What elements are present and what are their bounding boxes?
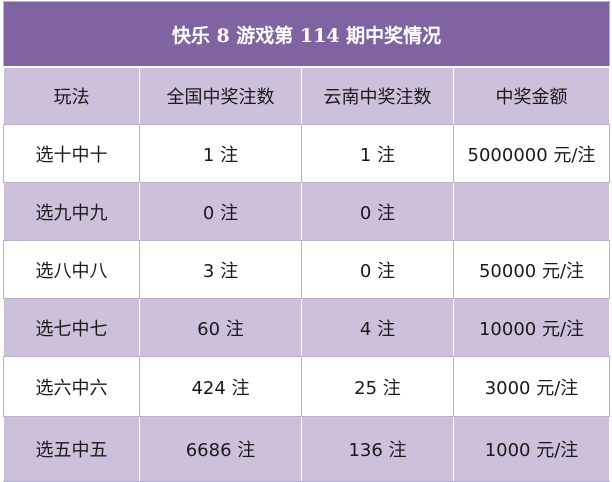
cell-play-type: 选五中五 (3, 416, 140, 482)
table-title-row: 快乐 8 游戏第 114 期中奖情况 (3, 1, 610, 68)
table-row: 选六中六 424 注 25 注 3000 元/注 (3, 356, 611, 417)
cell-play-type: 选八中八 (3, 240, 140, 299)
cell-play-type: 选七中七 (3, 298, 140, 357)
cell-prize-amount: 5000000 元/注 (452, 124, 611, 183)
table-header-row: 玩法 全国中奖注数 云南中奖注数 中奖金额 (3, 67, 611, 125)
header-prize-amount: 中奖金额 (452, 67, 611, 125)
cell-national-winners: 3 注 (139, 240, 302, 299)
header-yunnan-winners: 云南中奖注数 (301, 67, 454, 125)
cell-prize-amount: 10000 元/注 (452, 298, 611, 357)
cell-play-type: 选九中九 (3, 182, 140, 241)
header-play-type: 玩法 (3, 67, 140, 125)
cell-national-winners: 60 注 (139, 298, 302, 357)
cell-yunnan-winners: 0 注 (301, 182, 454, 241)
table-row: 选五中五 6686 注 136 注 1000 元/注 (3, 416, 611, 482)
cell-national-winners: 6686 注 (139, 416, 302, 482)
cell-national-winners: 0 注 (139, 182, 302, 241)
cell-national-winners: 1 注 (139, 124, 302, 183)
cell-prize-amount: 1000 元/注 (452, 416, 611, 482)
cell-play-type: 选六中六 (3, 356, 140, 417)
table-row: 选八中八 3 注 0 注 50000 元/注 (3, 240, 611, 299)
cell-yunnan-winners: 4 注 (301, 298, 454, 357)
prize-results-table: 快乐 8 游戏第 114 期中奖情况 玩法 全国中奖注数 云南中奖注数 中奖金额… (3, 1, 611, 482)
table-row: 选九中九 0 注 0 注 (3, 182, 611, 241)
prize-table-container: 快乐 8 游戏第 114 期中奖情况 玩法 全国中奖注数 云南中奖注数 中奖金额… (3, 1, 611, 482)
cell-national-winners: 424 注 (139, 356, 302, 417)
cell-yunnan-winners: 25 注 (301, 356, 454, 417)
cell-yunnan-winners: 1 注 (301, 124, 454, 183)
table-row: 选七中七 60 注 4 注 10000 元/注 (3, 298, 611, 357)
header-national-winners: 全国中奖注数 (139, 67, 302, 125)
cell-prize-amount: 50000 元/注 (452, 240, 611, 299)
cell-play-type: 选十中十 (3, 124, 140, 183)
cell-prize-amount (452, 182, 611, 241)
table-row: 选十中十 1 注 1 注 5000000 元/注 (3, 124, 611, 183)
table-title: 快乐 8 游戏第 114 期中奖情况 (3, 1, 610, 68)
cell-yunnan-winners: 0 注 (301, 240, 454, 299)
cell-yunnan-winners: 136 注 (301, 416, 454, 482)
cell-prize-amount: 3000 元/注 (452, 356, 611, 417)
